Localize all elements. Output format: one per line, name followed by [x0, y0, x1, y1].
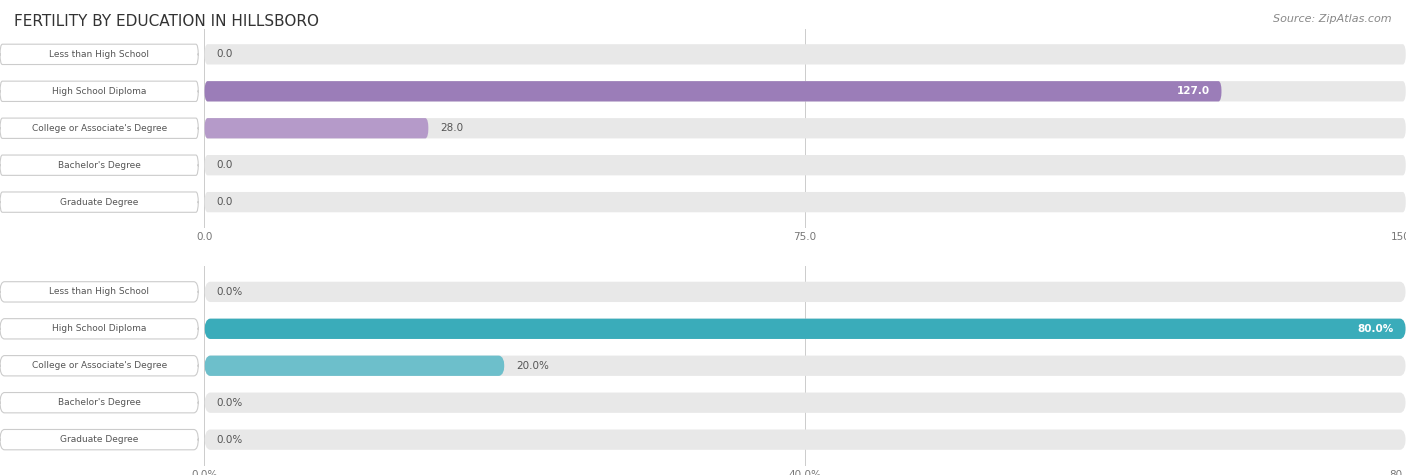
FancyBboxPatch shape — [204, 192, 1406, 212]
Text: Source: ZipAtlas.com: Source: ZipAtlas.com — [1274, 14, 1392, 24]
Text: 127.0: 127.0 — [1177, 86, 1209, 96]
FancyBboxPatch shape — [204, 118, 429, 138]
Text: 0.0: 0.0 — [217, 197, 232, 207]
FancyBboxPatch shape — [204, 81, 1406, 102]
Text: 0.0: 0.0 — [217, 160, 232, 170]
Text: 0.0%: 0.0% — [217, 398, 243, 408]
FancyBboxPatch shape — [0, 118, 198, 138]
FancyBboxPatch shape — [204, 429, 1406, 450]
Text: High School Diploma: High School Diploma — [52, 87, 146, 96]
FancyBboxPatch shape — [204, 319, 1406, 339]
FancyBboxPatch shape — [0, 44, 198, 65]
Text: 0.0%: 0.0% — [217, 287, 243, 297]
FancyBboxPatch shape — [0, 155, 198, 175]
Text: 0.0: 0.0 — [217, 49, 232, 59]
FancyBboxPatch shape — [0, 81, 198, 102]
FancyBboxPatch shape — [0, 356, 198, 376]
Text: High School Diploma: High School Diploma — [52, 324, 146, 333]
Text: Bachelor's Degree: Bachelor's Degree — [58, 398, 141, 407]
Text: Bachelor's Degree: Bachelor's Degree — [58, 161, 141, 170]
FancyBboxPatch shape — [204, 392, 1406, 413]
Text: 80.0%: 80.0% — [1358, 324, 1393, 334]
FancyBboxPatch shape — [204, 118, 1406, 138]
FancyBboxPatch shape — [204, 319, 1406, 339]
FancyBboxPatch shape — [204, 155, 1406, 175]
FancyBboxPatch shape — [204, 282, 1406, 302]
Text: College or Associate's Degree: College or Associate's Degree — [31, 124, 167, 133]
FancyBboxPatch shape — [204, 44, 1406, 65]
Text: Graduate Degree: Graduate Degree — [60, 198, 138, 207]
Text: 20.0%: 20.0% — [517, 361, 550, 371]
Text: Less than High School: Less than High School — [49, 287, 149, 296]
FancyBboxPatch shape — [0, 282, 198, 302]
Text: 0.0%: 0.0% — [217, 435, 243, 445]
Text: Less than High School: Less than High School — [49, 50, 149, 59]
FancyBboxPatch shape — [204, 356, 505, 376]
FancyBboxPatch shape — [0, 392, 198, 413]
FancyBboxPatch shape — [0, 319, 198, 339]
FancyBboxPatch shape — [204, 356, 1406, 376]
Text: FERTILITY BY EDUCATION IN HILLSBORO: FERTILITY BY EDUCATION IN HILLSBORO — [14, 14, 319, 29]
Text: 28.0: 28.0 — [440, 123, 464, 133]
Text: Graduate Degree: Graduate Degree — [60, 435, 138, 444]
FancyBboxPatch shape — [0, 192, 198, 212]
FancyBboxPatch shape — [0, 429, 198, 450]
Text: College or Associate's Degree: College or Associate's Degree — [31, 361, 167, 370]
FancyBboxPatch shape — [204, 81, 1222, 102]
